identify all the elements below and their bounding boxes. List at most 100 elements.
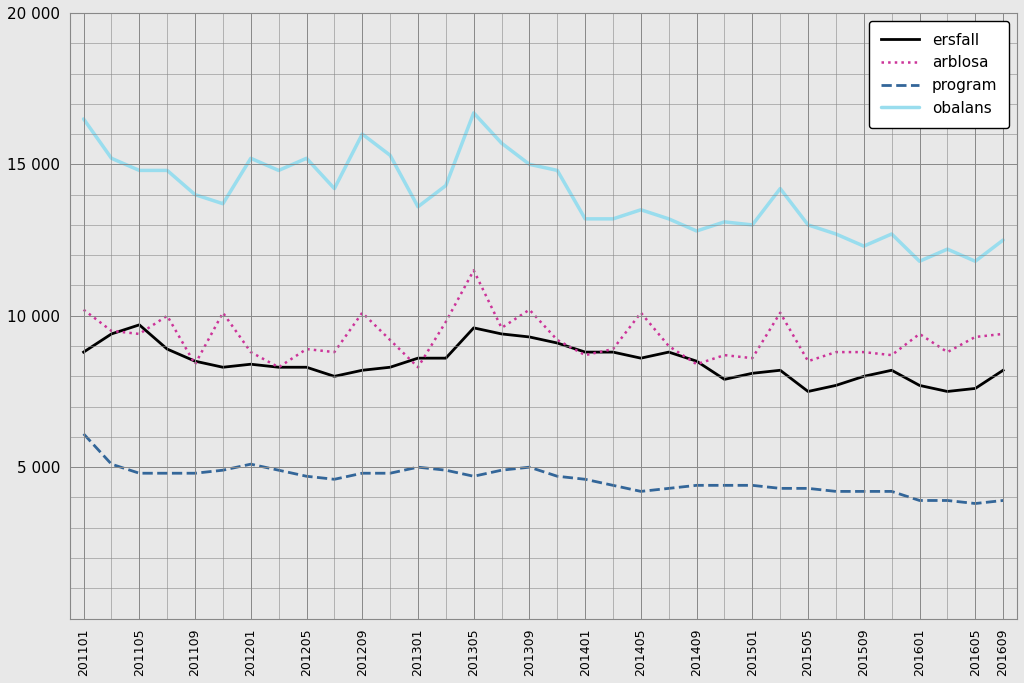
arblosa — [356, 309, 369, 317]
program — [78, 430, 90, 438]
program — [329, 475, 341, 484]
arblosa — [829, 348, 842, 357]
program — [496, 466, 508, 474]
program — [886, 487, 898, 495]
Legend: ersfall, arblosa, program, obalans: ersfall, arblosa, program, obalans — [869, 20, 1010, 128]
program — [663, 484, 675, 492]
obalans — [690, 227, 702, 235]
ersfall — [635, 354, 647, 362]
arblosa — [635, 309, 647, 317]
program — [969, 499, 981, 507]
ersfall — [188, 357, 201, 365]
ersfall — [579, 348, 591, 357]
obalans — [356, 130, 369, 138]
ersfall — [551, 339, 563, 347]
ersfall — [718, 375, 730, 383]
obalans — [300, 154, 312, 163]
arblosa — [245, 348, 257, 357]
program — [161, 469, 173, 477]
ersfall — [941, 387, 953, 395]
program — [523, 463, 536, 471]
ersfall — [439, 354, 452, 362]
obalans — [802, 221, 814, 229]
ersfall — [384, 363, 396, 372]
obalans — [329, 184, 341, 193]
obalans — [886, 230, 898, 238]
ersfall — [523, 333, 536, 341]
program — [188, 469, 201, 477]
arblosa — [886, 351, 898, 359]
arblosa — [941, 348, 953, 357]
program — [356, 469, 369, 477]
program — [829, 487, 842, 495]
program — [272, 466, 285, 474]
program — [635, 487, 647, 495]
obalans — [607, 214, 620, 223]
arblosa — [802, 357, 814, 365]
arblosa — [663, 342, 675, 350]
arblosa — [78, 305, 90, 313]
obalans — [105, 154, 118, 163]
program — [802, 484, 814, 492]
arblosa — [997, 330, 1010, 338]
program — [300, 472, 312, 480]
ersfall — [161, 345, 173, 353]
obalans — [941, 245, 953, 253]
ersfall — [245, 360, 257, 368]
ersfall — [105, 330, 118, 338]
program — [133, 469, 145, 477]
arblosa — [468, 266, 480, 275]
obalans — [161, 167, 173, 175]
arblosa — [690, 360, 702, 368]
program — [746, 482, 759, 490]
obalans — [217, 199, 229, 208]
ersfall — [329, 372, 341, 380]
arblosa — [412, 363, 424, 372]
arblosa — [105, 326, 118, 335]
program — [439, 466, 452, 474]
arblosa — [746, 354, 759, 362]
obalans — [245, 154, 257, 163]
program — [245, 460, 257, 469]
program — [468, 472, 480, 480]
arblosa — [551, 336, 563, 344]
arblosa — [718, 351, 730, 359]
obalans — [133, 167, 145, 175]
Line: arblosa: arblosa — [84, 270, 1004, 367]
obalans — [829, 230, 842, 238]
obalans — [746, 221, 759, 229]
program — [941, 497, 953, 505]
obalans — [384, 151, 396, 159]
Line: program: program — [84, 434, 1004, 503]
obalans — [663, 214, 675, 223]
arblosa — [913, 330, 926, 338]
program — [718, 482, 730, 490]
ersfall — [969, 385, 981, 393]
program — [105, 460, 118, 469]
ersfall — [217, 363, 229, 372]
program — [997, 497, 1010, 505]
obalans — [272, 167, 285, 175]
ersfall — [272, 363, 285, 372]
obalans — [439, 182, 452, 190]
ersfall — [886, 366, 898, 374]
ersfall — [829, 381, 842, 389]
arblosa — [300, 345, 312, 353]
program — [607, 482, 620, 490]
ersfall — [690, 357, 702, 365]
arblosa — [217, 309, 229, 317]
ersfall — [496, 330, 508, 338]
program — [384, 469, 396, 477]
ersfall — [300, 363, 312, 372]
ersfall — [412, 354, 424, 362]
program — [579, 475, 591, 484]
program — [412, 463, 424, 471]
obalans — [913, 257, 926, 266]
arblosa — [439, 318, 452, 326]
ersfall — [468, 324, 480, 332]
program — [913, 497, 926, 505]
program — [551, 472, 563, 480]
ersfall — [802, 387, 814, 395]
obalans — [635, 206, 647, 214]
obalans — [551, 167, 563, 175]
